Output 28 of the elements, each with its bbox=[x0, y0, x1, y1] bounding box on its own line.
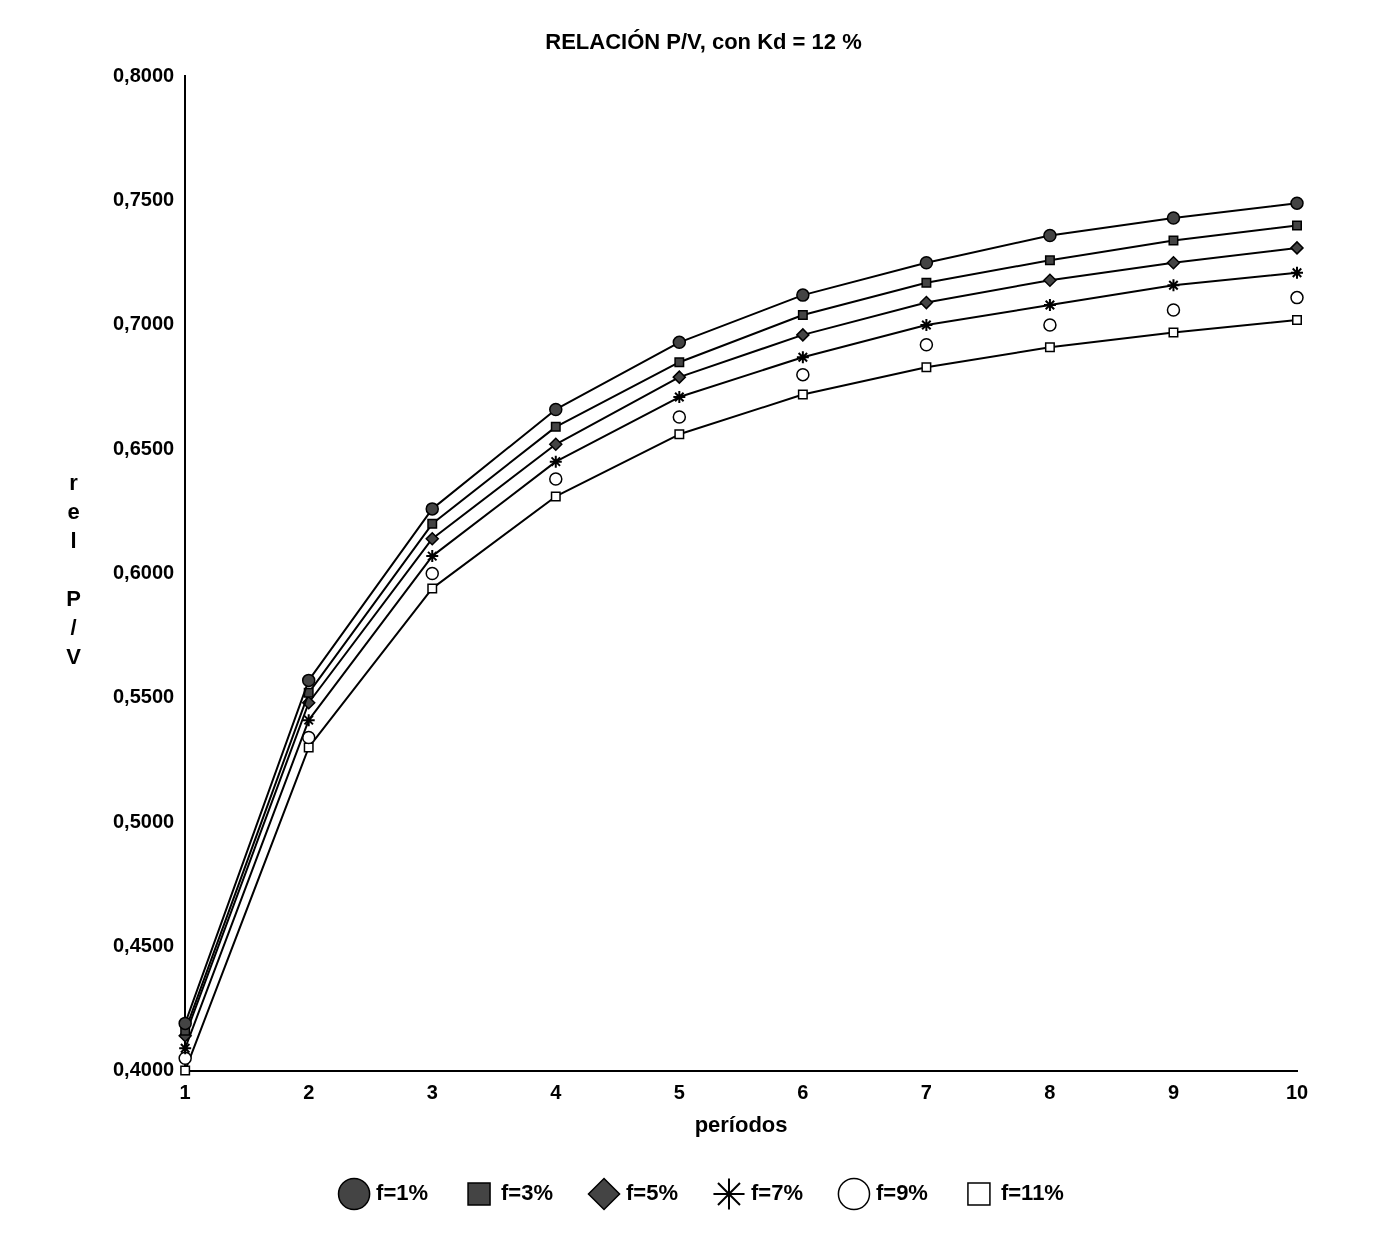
y-axis-title: rel P/V bbox=[60, 470, 86, 673]
x-tick-label: 9 bbox=[1167, 1081, 1180, 1104]
x-tick-label: 4 bbox=[550, 1081, 563, 1104]
legend-label: f=11% bbox=[1000, 1180, 1064, 1206]
x-tick-label: 10 bbox=[1285, 1081, 1309, 1104]
y-tick-label: 0,6000 bbox=[113, 561, 175, 584]
y-tick-label: 0,4000 bbox=[113, 1058, 175, 1081]
x-tick-label: 3 bbox=[426, 1081, 438, 1104]
y-tick-label: 0,6500 bbox=[113, 436, 175, 459]
legend-label: f=1% bbox=[376, 1180, 429, 1206]
x-tick-label: 5 bbox=[673, 1081, 685, 1104]
x-axis-title: períodos bbox=[694, 1111, 788, 1137]
x-tick-label: 8 bbox=[1044, 1081, 1056, 1104]
y-tick-label: 0,4500 bbox=[113, 933, 175, 956]
y-tick-label: 0,7000 bbox=[113, 312, 175, 335]
y-tick-label: 0,5500 bbox=[113, 685, 175, 708]
legend-label: f=3% bbox=[501, 1180, 554, 1206]
y-tick-label: 0,7500 bbox=[113, 188, 175, 211]
x-tick-label: 6 bbox=[797, 1081, 809, 1104]
chart-title: RELACIÓN P/V, con Kd = 12 % bbox=[545, 29, 862, 55]
legend-label: f=7% bbox=[750, 1180, 803, 1206]
x-tick-label: 2 bbox=[303, 1081, 315, 1104]
legend-label: f=5% bbox=[626, 1180, 678, 1206]
x-tick-label: 7 bbox=[920, 1081, 932, 1104]
y-tick-label: 0,8000 bbox=[113, 63, 175, 86]
y-tick-label: 0,5000 bbox=[113, 809, 175, 832]
x-tick-label: 1 bbox=[179, 1081, 191, 1104]
legend-label: f=9% bbox=[875, 1180, 928, 1206]
